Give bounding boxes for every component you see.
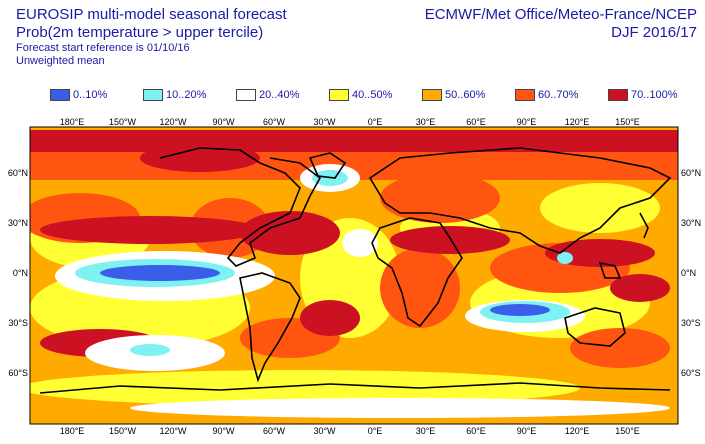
right-header: ECMWF/Met Office/Meteo-France/NCEP DJF 2…	[425, 6, 697, 42]
centres-label: ECMWF/Met Office/Meteo-France/NCEP	[424, 6, 697, 23]
color-legend: 0..10% 10..20% 20..40% 40..50% 50..60% 60..70…	[50, 89, 701, 101]
legend-label: 10..20%	[166, 89, 207, 101]
axis-labels: 180°E 150°W 120°W 90°W 60°W 30°W 0°E 30°E 60°E 90…	[8, 117, 701, 436]
lon-label-bottom: 0°E	[368, 426, 383, 436]
map-field	[30, 127, 678, 424]
legend-swatch	[143, 89, 163, 101]
antarctica-coast	[39, 382, 671, 394]
map-panel: 180°E 150°W 120°W 90°W 60°W 30°W 0°E 30°E 60°E 90…	[0, 117, 705, 439]
lon-label-bottom: 120°E	[565, 426, 590, 436]
lon-label-bottom: 30°W	[313, 426, 336, 436]
lon-label-top: 30°E	[416, 118, 436, 127]
south-america-coast	[239, 272, 301, 383]
lon-label-top: 30°W	[313, 118, 336, 127]
legend-label: 70..100%	[631, 89, 678, 101]
lat-label-left: 60°N	[8, 168, 28, 178]
start-reference: Forecast start reference is 01/10/16	[16, 42, 190, 54]
lon-label-top: 180°E	[60, 118, 85, 127]
legend-label: 40..50%	[352, 89, 393, 101]
lon-label-top: 150°W	[109, 118, 137, 127]
eurasia-coast	[368, 147, 672, 254]
lon-label-top: 120°E	[565, 118, 590, 127]
lat-label-left: 30°N	[8, 218, 28, 228]
lon-label-top: 150°E	[615, 118, 640, 127]
greenland-coast	[308, 152, 347, 179]
legend-swatch	[329, 89, 349, 101]
africa-coast	[371, 217, 463, 328]
legend-item: 20..40%	[236, 89, 329, 101]
lat-label-left: 60°S	[8, 368, 28, 378]
lon-label-top: 0°E	[368, 118, 383, 127]
lon-label-bottom: 90°E	[517, 426, 537, 436]
title-block: EUROSIP multi-model seasonal forecast Pr…	[16, 6, 287, 68]
legend-swatch	[422, 89, 442, 101]
legend-item: 70..100%	[608, 89, 701, 101]
lat-label-right: 60°N	[681, 168, 701, 178]
lon-label-bottom: 60°W	[263, 426, 286, 436]
legend-item: 40..50%	[329, 89, 422, 101]
lon-label-bottom: 120°W	[159, 426, 187, 436]
lon-label-bottom: 150°W	[109, 426, 137, 436]
legend-item: 10..20%	[143, 89, 236, 101]
lon-label-top: 60°W	[263, 118, 286, 127]
australia-coast	[564, 307, 626, 347]
legend-swatch	[236, 89, 256, 101]
lon-label-bottom: 180°E	[60, 426, 85, 436]
legend-swatch	[50, 89, 70, 101]
legend-item: 0..10%	[50, 89, 143, 101]
lat-label-right: 30°N	[681, 218, 701, 228]
season-label: DJF 2016/17	[611, 24, 697, 41]
borneo-coast	[598, 261, 622, 279]
weighting-note: Unweighted mean	[16, 55, 105, 67]
legend-swatch	[608, 89, 628, 101]
lon-label-bottom: 90°W	[212, 426, 235, 436]
lon-label-top: 60°E	[466, 118, 486, 127]
north-america-coast	[159, 147, 322, 267]
japan-coast	[639, 212, 649, 239]
coastlines	[39, 147, 672, 394]
legend-label: 60..70%	[538, 89, 579, 101]
lat-label-right: 60°S	[681, 368, 701, 378]
lon-label-bottom: 150°E	[615, 426, 640, 436]
legend-item: 50..60%	[422, 89, 515, 101]
lon-label-top: 90°E	[517, 118, 537, 127]
map-title: EUROSIP multi-model seasonal forecast	[16, 6, 287, 23]
lat-label-left: 0°N	[13, 268, 28, 278]
map-subtitle: Prob(2m temperature > upper tercile)	[16, 24, 264, 41]
legend-item: 60..70%	[515, 89, 608, 101]
lon-label-top: 120°W	[159, 118, 187, 127]
legend-label: 20..40%	[259, 89, 300, 101]
legend-label: 50..60%	[445, 89, 486, 101]
legend-label: 0..10%	[73, 89, 108, 101]
lon-label-top: 90°W	[212, 118, 235, 127]
lat-label-right: 30°S	[681, 318, 701, 328]
legend-swatch	[515, 89, 535, 101]
lat-label-right: 0°N	[681, 268, 696, 278]
probability-map: 180°E 150°W 120°W 90°W 60°W 30°W 0°E 30°E 60°E 90…	[8, 117, 701, 436]
lon-label-bottom: 30°E	[416, 426, 436, 436]
map-border	[29, 126, 679, 425]
field-0-10	[100, 265, 550, 316]
lon-label-bottom: 60°E	[466, 426, 486, 436]
lat-label-left: 30°S	[8, 318, 28, 328]
